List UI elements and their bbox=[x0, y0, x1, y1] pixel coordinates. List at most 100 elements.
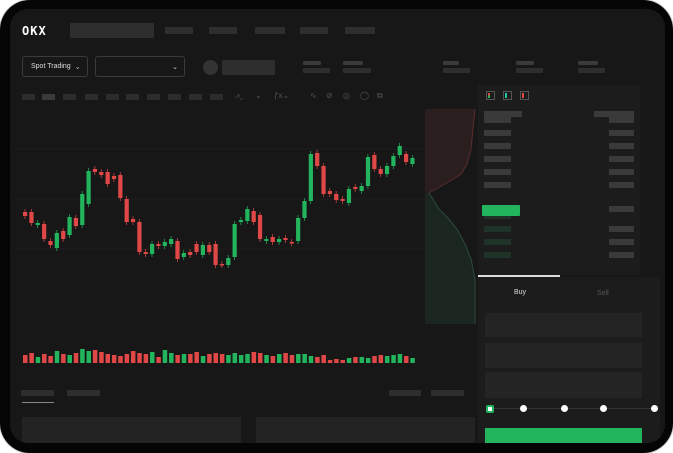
bid-price[interactable] bbox=[484, 239, 511, 245]
slider-step-25[interactable] bbox=[520, 405, 527, 412]
filter-button[interactable] bbox=[389, 390, 421, 396]
timeframe-button[interactable] bbox=[85, 94, 98, 100]
buy-button[interactable] bbox=[485, 428, 642, 443]
timeframe-button[interactable] bbox=[63, 94, 76, 100]
candle bbox=[169, 239, 174, 244]
candle bbox=[61, 231, 66, 239]
price-input[interactable] bbox=[485, 313, 642, 337]
volume-bar bbox=[35, 357, 41, 363]
bid-price[interactable] bbox=[484, 213, 511, 219]
candle bbox=[99, 172, 104, 175]
orderbook-asks-icon[interactable] bbox=[520, 91, 529, 100]
volume-bar bbox=[219, 354, 225, 363]
ask-depth-area bbox=[425, 109, 475, 193]
ask-price[interactable] bbox=[484, 130, 511, 136]
total-input[interactable] bbox=[485, 372, 642, 398]
candle bbox=[251, 211, 256, 222]
camera-icon[interactable]: ◯ bbox=[360, 91, 369, 100]
depth-chart bbox=[425, 109, 476, 324]
coin-icon bbox=[203, 60, 218, 75]
sell-tab[interactable]: Sell bbox=[597, 290, 609, 297]
candle bbox=[346, 189, 352, 203]
app-screen: OKX Spot Trading ⌄ ⌄ ⩘⌄ ⌄ ƒx⌄ ∿ ⊘ ◎ ◯ ⧉ bbox=[10, 9, 665, 443]
settings-icon[interactable]: ◎ bbox=[343, 91, 350, 100]
ask-price[interactable] bbox=[484, 182, 511, 188]
volume-bar bbox=[340, 360, 345, 363]
slider-track[interactable] bbox=[490, 408, 655, 409]
candle bbox=[207, 245, 212, 252]
candle bbox=[404, 154, 409, 162]
candle bbox=[137, 222, 142, 252]
volume-bar bbox=[264, 355, 269, 363]
bid-price[interactable] bbox=[484, 252, 511, 258]
draw-line-icon[interactable]: ∿ bbox=[310, 91, 317, 100]
orderbook-both-icon[interactable] bbox=[486, 91, 495, 100]
candlestick-chart[interactable] bbox=[15, 109, 425, 364]
volume-bar bbox=[372, 356, 377, 363]
volume-bar bbox=[48, 356, 53, 363]
search-bar[interactable] bbox=[70, 23, 154, 38]
indicator-icon[interactable]: ⌄ bbox=[255, 91, 262, 100]
chart-type-icon[interactable]: ⩘⌄ bbox=[235, 91, 244, 100]
volume-bar bbox=[384, 356, 390, 363]
volume-bar bbox=[245, 354, 250, 363]
volume-bar bbox=[346, 358, 352, 363]
volume-bar bbox=[397, 354, 403, 363]
timeframe-button[interactable] bbox=[22, 94, 35, 100]
timeframe-button[interactable] bbox=[147, 94, 160, 100]
candle bbox=[296, 218, 301, 241]
slider-step-75[interactable] bbox=[600, 405, 607, 412]
fullscreen-icon[interactable]: ⧉ bbox=[377, 91, 383, 100]
candle bbox=[410, 158, 415, 164]
active-tab-indicator bbox=[22, 402, 54, 403]
candle bbox=[289, 242, 294, 244]
okx-logo[interactable]: OKX bbox=[22, 24, 47, 38]
nav-item[interactable] bbox=[300, 27, 328, 34]
ask-price[interactable] bbox=[484, 156, 511, 162]
volume-bar bbox=[226, 355, 231, 363]
candle bbox=[264, 239, 269, 241]
volume-bar bbox=[200, 356, 206, 363]
candle bbox=[42, 224, 47, 239]
ask-size bbox=[609, 143, 634, 149]
ask-price[interactable] bbox=[484, 117, 511, 123]
history-tab[interactable] bbox=[67, 390, 100, 396]
slider-step-50[interactable] bbox=[561, 405, 568, 412]
market-type-label: Spot Trading bbox=[31, 63, 71, 70]
slider-step-100[interactable] bbox=[651, 405, 658, 412]
ask-size bbox=[609, 117, 634, 123]
volume-bar bbox=[277, 354, 282, 363]
stat-value bbox=[443, 68, 470, 73]
pair-dropdown[interactable]: ⌄ bbox=[95, 56, 185, 77]
amount-input[interactable] bbox=[485, 343, 642, 368]
filter-button[interactable] bbox=[431, 390, 464, 396]
candle bbox=[238, 220, 244, 222]
orderbook-header bbox=[594, 111, 634, 117]
volume-bar bbox=[391, 355, 396, 363]
orderbook-bids-icon[interactable] bbox=[503, 91, 512, 100]
fx-icon[interactable]: ƒx⌄ bbox=[274, 91, 290, 100]
volume-bar bbox=[86, 351, 91, 363]
timeframe-button[interactable] bbox=[210, 94, 223, 100]
timeframe-button[interactable] bbox=[106, 94, 119, 100]
bid-price[interactable] bbox=[484, 226, 511, 232]
buy-tab[interactable]: Buy bbox=[514, 289, 527, 296]
slider-handle[interactable] bbox=[486, 405, 494, 413]
ask-price[interactable] bbox=[484, 169, 511, 175]
timeframe-button[interactable] bbox=[189, 94, 202, 100]
ask-price[interactable] bbox=[484, 143, 511, 149]
nav-item[interactable] bbox=[345, 27, 375, 34]
nav-item[interactable] bbox=[255, 27, 285, 34]
nav-item[interactable] bbox=[209, 27, 237, 34]
nav-item[interactable] bbox=[165, 27, 193, 34]
market-type-dropdown[interactable]: Spot Trading ⌄ bbox=[22, 56, 88, 77]
pencil-icon[interactable]: ⊘ bbox=[326, 91, 333, 100]
volume-bar bbox=[111, 355, 117, 363]
timeframe-button[interactable] bbox=[126, 94, 139, 100]
orders-tab[interactable] bbox=[21, 390, 54, 396]
timeframe-button[interactable] bbox=[42, 94, 55, 100]
volume-bar bbox=[156, 357, 161, 363]
ask-size bbox=[609, 182, 634, 188]
timeframe-button[interactable] bbox=[168, 94, 181, 100]
volume-bar bbox=[404, 356, 409, 363]
